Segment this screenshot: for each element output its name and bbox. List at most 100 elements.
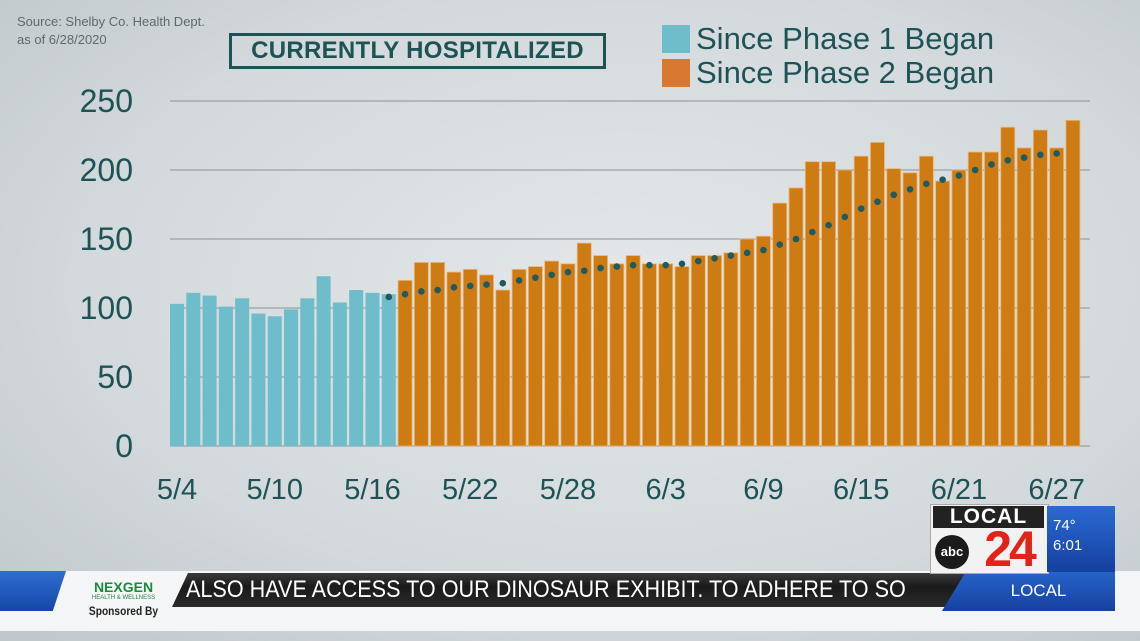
bar bbox=[202, 295, 217, 446]
bar bbox=[788, 187, 804, 447]
trend-dot bbox=[418, 288, 425, 295]
trend-dot bbox=[532, 274, 539, 281]
bar bbox=[837, 169, 853, 447]
trend-dot bbox=[1020, 154, 1028, 161]
x-tick-label: 5/10 bbox=[247, 474, 303, 506]
trend-dot bbox=[988, 161, 995, 168]
trend-dot bbox=[613, 263, 621, 270]
trend-dot bbox=[809, 228, 816, 236]
trend-dot bbox=[646, 261, 653, 269]
trend-dot bbox=[874, 198, 881, 206]
legend-swatch-phase1 bbox=[662, 25, 690, 53]
bar bbox=[300, 298, 315, 446]
trend-dot bbox=[401, 290, 409, 298]
y-tick-label: 200 bbox=[80, 152, 133, 188]
trend-dot bbox=[727, 252, 735, 259]
x-tick-label: 6/15 bbox=[833, 474, 889, 506]
trend-dot bbox=[939, 176, 946, 183]
trend-dot bbox=[792, 235, 800, 243]
logo-local: LOCAL bbox=[933, 506, 1044, 528]
y-tick-label: 250 bbox=[80, 83, 133, 119]
bar bbox=[918, 155, 934, 447]
bar bbox=[658, 263, 674, 447]
weather-time-box: 74° 6:01 bbox=[1047, 506, 1115, 572]
bar bbox=[984, 151, 999, 447]
x-tick-label: 6/21 bbox=[931, 474, 987, 506]
trend-dot bbox=[629, 261, 637, 269]
trend-dot bbox=[548, 271, 555, 279]
abc-logo-icon: abc bbox=[935, 535, 969, 569]
ticker-text: ALSO HAVE ACCESS TO OUR DINOSAUR EXHIBIT… bbox=[186, 576, 906, 603]
trend-dot bbox=[971, 166, 979, 174]
bar bbox=[365, 292, 380, 446]
bar bbox=[413, 262, 429, 447]
bar bbox=[479, 274, 494, 447]
trend-dot bbox=[841, 213, 849, 221]
trend-dot bbox=[857, 205, 865, 212]
bar bbox=[186, 292, 201, 446]
temperature: 74° bbox=[1053, 517, 1076, 534]
trend-dot bbox=[564, 268, 572, 276]
trend-dot bbox=[678, 260, 686, 268]
x-tick-label: 5/22 bbox=[442, 474, 498, 506]
trend-dot bbox=[1004, 157, 1012, 164]
clock-time: 6:01 bbox=[1053, 537, 1083, 554]
legend-label: Since Phase 2 Began bbox=[696, 55, 995, 90]
bar bbox=[935, 180, 951, 447]
trend-dot bbox=[466, 282, 474, 290]
x-tick-label: 5/28 bbox=[540, 474, 596, 506]
bar bbox=[284, 309, 299, 446]
legend-label: Since Phase 1 Began bbox=[696, 21, 995, 56]
chart-title: CURRENTLY HOSPITALIZED bbox=[229, 33, 606, 69]
bar bbox=[430, 262, 446, 447]
section-label: LOCAL bbox=[942, 571, 1115, 611]
bar bbox=[642, 263, 657, 447]
trend-dot bbox=[711, 255, 718, 262]
bar bbox=[267, 316, 282, 446]
bar bbox=[756, 235, 771, 447]
bar bbox=[804, 161, 820, 447]
lower-third-accent bbox=[0, 571, 66, 611]
bar bbox=[723, 252, 739, 447]
bar bbox=[560, 263, 576, 447]
trend-dot bbox=[597, 264, 604, 272]
legend-item-phase2: Since Phase 2 Began bbox=[662, 55, 995, 90]
bar bbox=[739, 238, 755, 447]
as-of-date: as of 6/28/2020 bbox=[17, 32, 107, 47]
sponsor-sub: HEALTH & WELLNESS bbox=[91, 595, 156, 601]
bar bbox=[1049, 147, 1065, 447]
bar bbox=[381, 294, 396, 446]
trend-dot bbox=[662, 261, 669, 269]
trend-dot bbox=[385, 293, 393, 301]
trend-dot bbox=[694, 257, 702, 265]
trend-dot bbox=[923, 180, 930, 188]
trend-dot bbox=[776, 241, 784, 248]
bar bbox=[674, 266, 690, 447]
bar bbox=[625, 255, 641, 447]
trend-dot bbox=[499, 279, 507, 287]
legend-item-phase1: Since Phase 1 Began bbox=[662, 21, 995, 56]
bar bbox=[967, 151, 983, 447]
bar bbox=[593, 255, 608, 447]
bar bbox=[251, 313, 266, 446]
bar bbox=[332, 302, 347, 446]
bar bbox=[1065, 119, 1081, 447]
bar bbox=[870, 141, 885, 447]
bar bbox=[446, 271, 462, 447]
x-tick-label: 6/3 bbox=[646, 474, 686, 506]
bar bbox=[690, 255, 706, 447]
legend-swatch-phase2 bbox=[662, 59, 690, 87]
bar bbox=[821, 161, 836, 447]
y-tick-label: 100 bbox=[80, 290, 133, 326]
bar bbox=[544, 260, 560, 447]
bar bbox=[886, 168, 902, 447]
trend-dot bbox=[890, 191, 898, 199]
bar bbox=[1032, 129, 1048, 447]
news-ticker: ALSO HAVE ACCESS TO OUR DINOSAUR EXHIBIT… bbox=[172, 573, 972, 607]
trend-dot bbox=[434, 286, 441, 294]
bar bbox=[951, 169, 967, 447]
bar bbox=[511, 268, 527, 447]
bar bbox=[235, 298, 250, 446]
trend-dot bbox=[1053, 150, 1060, 157]
